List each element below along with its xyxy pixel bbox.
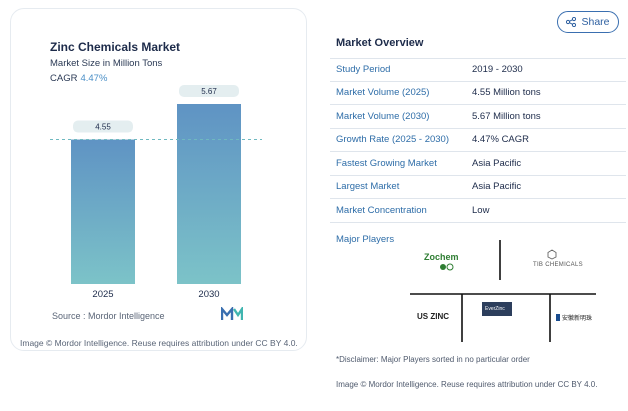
overview-label: Market Volume (2030) [336,110,430,122]
player-logo-tib-chemicals: TIB CHEMICALS [533,262,583,268]
overview-value: 4.55 Million tons [472,87,541,99]
overview-row-largest-market: Largest Market Asia Pacific [330,176,626,199]
bar-chart: 4.55 2025 5.67 2030 [50,85,262,300]
player-logo-anhui: 安徽新明珠 [562,316,593,322]
chart-title: Zinc Chemicals Market [50,40,181,54]
players-disclaimer: *Disclaimer: Major Players sorted in no … [336,355,530,364]
cagr-line: CAGR 4.47% [50,73,107,84]
chart-caption: Image © Mordor Intelligence. Reuse requi… [20,338,298,348]
bar-2030 [177,104,241,284]
share-icon [566,17,577,27]
value-label: 4.55 [95,123,111,132]
overview-label: Market Volume (2025) [336,87,430,99]
value-label-bg [73,120,133,133]
mordor-logo-icon [221,307,243,320]
player-logo-us-zinc: US ZINC [417,312,449,321]
overview-value: Asia Pacific [472,181,522,193]
chart-subtitle: Market Size in Million Tons [50,58,163,69]
overview-value: 2019 - 2030 [472,64,523,76]
overview-label: Market Concentration [336,204,427,216]
major-players-label: Major Players [336,234,395,245]
overview-value: Asia Pacific [472,157,522,169]
category-label: 2025 [92,289,113,300]
overview-row-concentration: Market Concentration Low [330,199,626,223]
cagr-label: CAGR [50,73,78,84]
overview-row-study-period: Study Period 2019 - 2030 [330,58,626,82]
share-button[interactable]: Share [557,11,619,33]
category-label: 2030 [198,289,219,300]
overview-row-volume-2030: Market Volume (2030) 5.67 Million tons [330,105,626,129]
overview-title: Market Overview [336,37,424,49]
player-logo-everzinc: EverZinc [482,302,512,316]
overview-row-fastest-growing: Fastest Growing Market Asia Pacific [330,152,626,176]
overview-label: Growth Rate (2025 - 2030) [336,134,450,146]
share-label: Share [581,16,610,28]
overview-label: Largest Market [336,181,400,193]
overview-table: Study Period 2019 - 2030 Market Volume (2… [330,58,626,223]
overview-label: Fastest Growing Market [336,157,437,169]
player-logo-zochem: Zochem [424,252,459,262]
overview-value: 4.47% CAGR [472,134,530,146]
players-concentration-graphic [410,240,596,342]
overview-caption: Image © Mordor Intelligence. Reuse requi… [336,380,598,389]
anhui-mark-icon [556,314,560,321]
overview-value: 5.67 Million tons [472,110,541,122]
overview-row-volume-2025: Market Volume (2025) 4.55 Million tons [330,82,626,105]
zochem-mark-icon [440,263,454,271]
overview-row-growth-rate: Growth Rate (2025 - 2030) 4.47% CAGR [330,129,626,152]
overview-label: Study Period [336,64,391,76]
chart-card [10,8,307,351]
value-label: 5.67 [201,87,217,96]
overview-value: Low [472,204,490,216]
cagr-value: 4.47% [80,73,108,84]
chart-source: Source : Mordor Intelligence [52,311,165,321]
bar-2025 [71,139,135,284]
value-label-bg [179,85,239,97]
tib-hexagon-icon [547,249,557,260]
